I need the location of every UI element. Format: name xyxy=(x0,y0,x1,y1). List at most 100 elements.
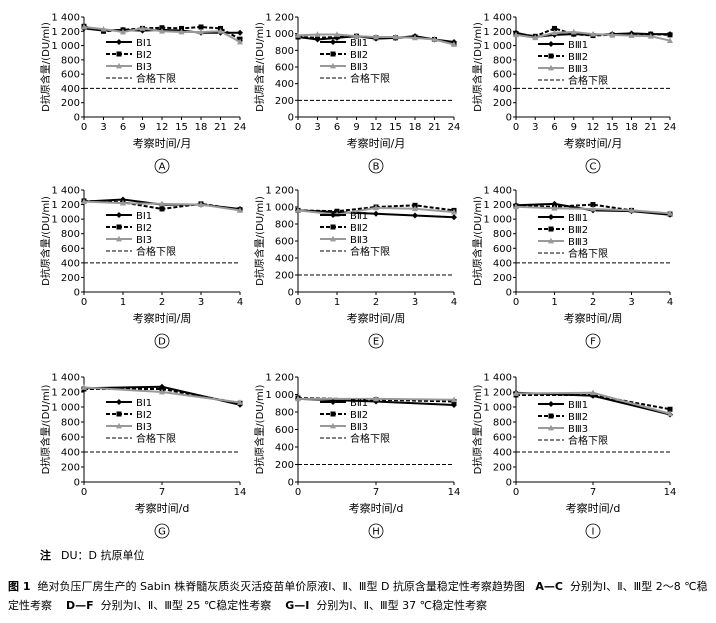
y-tick-label: 200 xyxy=(275,460,294,471)
point-diamond xyxy=(548,401,554,407)
x-tick-label: 21 xyxy=(214,122,227,133)
caption-key-df: D—F xyxy=(66,599,94,612)
point-triangle xyxy=(217,28,224,34)
series-triangle xyxy=(513,28,673,43)
y-tick-label: 800 xyxy=(493,55,512,66)
x-tick-label: 1 xyxy=(120,297,126,308)
x-tick-label: 3 xyxy=(628,297,634,308)
legend-label: 合格下限 xyxy=(136,432,176,445)
point-square xyxy=(179,25,184,31)
point-triangle xyxy=(667,37,673,43)
point-triangle xyxy=(431,36,438,42)
legend-label: BⅢ1 xyxy=(568,213,588,224)
panel-label: G xyxy=(158,527,166,538)
chart-panel-a: 0 200 400 600 800 1 000 1 200 1 400 0 3 6 9 12 15 18 21… xyxy=(39,13,246,174)
point-square xyxy=(159,206,165,212)
y-tick-label: 400 xyxy=(61,448,80,459)
x-tick-label: 0 xyxy=(513,297,519,308)
note: 注 DU：D 抗原单位 xyxy=(40,547,145,563)
y-tick-label: 0 xyxy=(506,113,512,124)
note-label: 注 xyxy=(40,549,51,562)
y-axis-title: D抗原含量/(DU/ml) xyxy=(39,196,52,286)
y-tick-label: 1 200 xyxy=(51,388,80,399)
panel-label: H xyxy=(372,527,380,538)
point-triangle xyxy=(295,395,301,402)
point-triangle xyxy=(373,204,379,211)
caption-part-gi: 分别为Ⅰ、Ⅱ、Ⅲ型 37 ℃稳定性考察 xyxy=(316,599,487,612)
point-square xyxy=(116,51,122,57)
y-tick-label: 200 xyxy=(493,273,512,284)
y-tick-label: 1 200 xyxy=(265,13,294,24)
panel-label-circle xyxy=(368,523,384,539)
x-tick-label: 2 xyxy=(590,297,596,308)
y-tick-label: 1 000 xyxy=(483,403,512,414)
point-triangle xyxy=(392,33,399,40)
y-tick-label: 1 200 xyxy=(51,27,80,38)
x-tick-label: 24 xyxy=(448,122,461,133)
x-tick-label: 15 xyxy=(175,122,188,133)
x-axis-title: 考察时间/d xyxy=(566,501,621,515)
caption-key-gi: G—I xyxy=(285,599,310,612)
y-axis-title: D抗原含量/(DU/ml) xyxy=(39,385,52,475)
point-square xyxy=(334,208,340,214)
legend-label: BⅠ2 xyxy=(136,50,152,61)
y-tick-label: 600 xyxy=(493,70,512,81)
y-tick-label: 600 xyxy=(493,433,512,444)
y-axis-title: D抗原含量/(DU/ml) xyxy=(471,196,484,286)
panel-label: C xyxy=(590,162,597,173)
point-triangle xyxy=(334,31,340,37)
chart-panel-i: 0 200 400 600 800 1 000 1 200 1 400 0 7 14 D抗原含量/(D… xyxy=(471,373,676,539)
point-triangle xyxy=(120,28,126,35)
caption-part-df: 分别为Ⅰ、Ⅱ、Ⅲ型 25 ℃稳定性考察 xyxy=(100,599,272,612)
point-square xyxy=(667,406,673,412)
legend-label: BⅠ1 xyxy=(136,398,152,409)
y-tick-label: 0 xyxy=(74,478,80,489)
x-tick-label: 0 xyxy=(295,487,301,498)
y-tick-label: 400 xyxy=(493,448,512,459)
y-tick-label: 800 xyxy=(61,55,80,66)
x-tick-label: 2 xyxy=(373,297,379,308)
note-text: DU：D 抗原单位 xyxy=(61,549,145,562)
legend-label: BⅡ1 xyxy=(350,398,368,409)
x-axis-title: 考察时间/月 xyxy=(347,136,406,150)
y-tick-label: 200 xyxy=(493,98,512,109)
y-tick-label: 600 xyxy=(275,63,294,74)
panel-label-circle xyxy=(154,333,170,349)
series-triangle xyxy=(295,31,457,47)
y-tick-label: 400 xyxy=(275,254,294,265)
y-tick-label: 600 xyxy=(493,244,512,255)
x-tick-label: 3 xyxy=(198,297,204,308)
point-triangle xyxy=(237,38,243,45)
y-tick-label: 800 xyxy=(61,229,80,240)
series-triangle xyxy=(513,389,673,417)
legend-label: 合格下限 xyxy=(568,434,608,447)
series-triangle xyxy=(513,203,673,216)
chart-panel-f: 0 200 400 600 800 1 000 1 200 1 400 0 1 2 3 4 D抗原含量/(… xyxy=(471,186,673,349)
y-tick-label: 400 xyxy=(275,443,294,454)
x-tick-label: 7 xyxy=(373,487,379,498)
panel-label-circle xyxy=(585,333,601,349)
point-triangle xyxy=(551,205,558,211)
y-tick-label: 600 xyxy=(275,425,294,436)
x-axis-title: 考察时间/d xyxy=(349,501,404,515)
x-tick-label: 14 xyxy=(234,487,247,498)
y-tick-label: 400 xyxy=(275,79,294,90)
point-triangle xyxy=(590,30,596,37)
x-tick-label: 18 xyxy=(625,122,638,133)
y-axis-title: D抗原含量/(DU/ml) xyxy=(471,22,484,112)
panel-label-circle xyxy=(585,523,601,539)
x-tick-label: 0 xyxy=(81,487,87,498)
y-tick-label: 400 xyxy=(493,84,512,95)
point-square xyxy=(548,53,554,59)
legend-label: BⅢ1 xyxy=(568,40,588,51)
point-triangle xyxy=(120,199,126,206)
y-tick-label: 1 200 xyxy=(483,388,512,399)
legend-label: BⅠ2 xyxy=(136,410,152,421)
y-tick-label: 1 200 xyxy=(265,186,294,197)
point-square xyxy=(315,35,320,41)
